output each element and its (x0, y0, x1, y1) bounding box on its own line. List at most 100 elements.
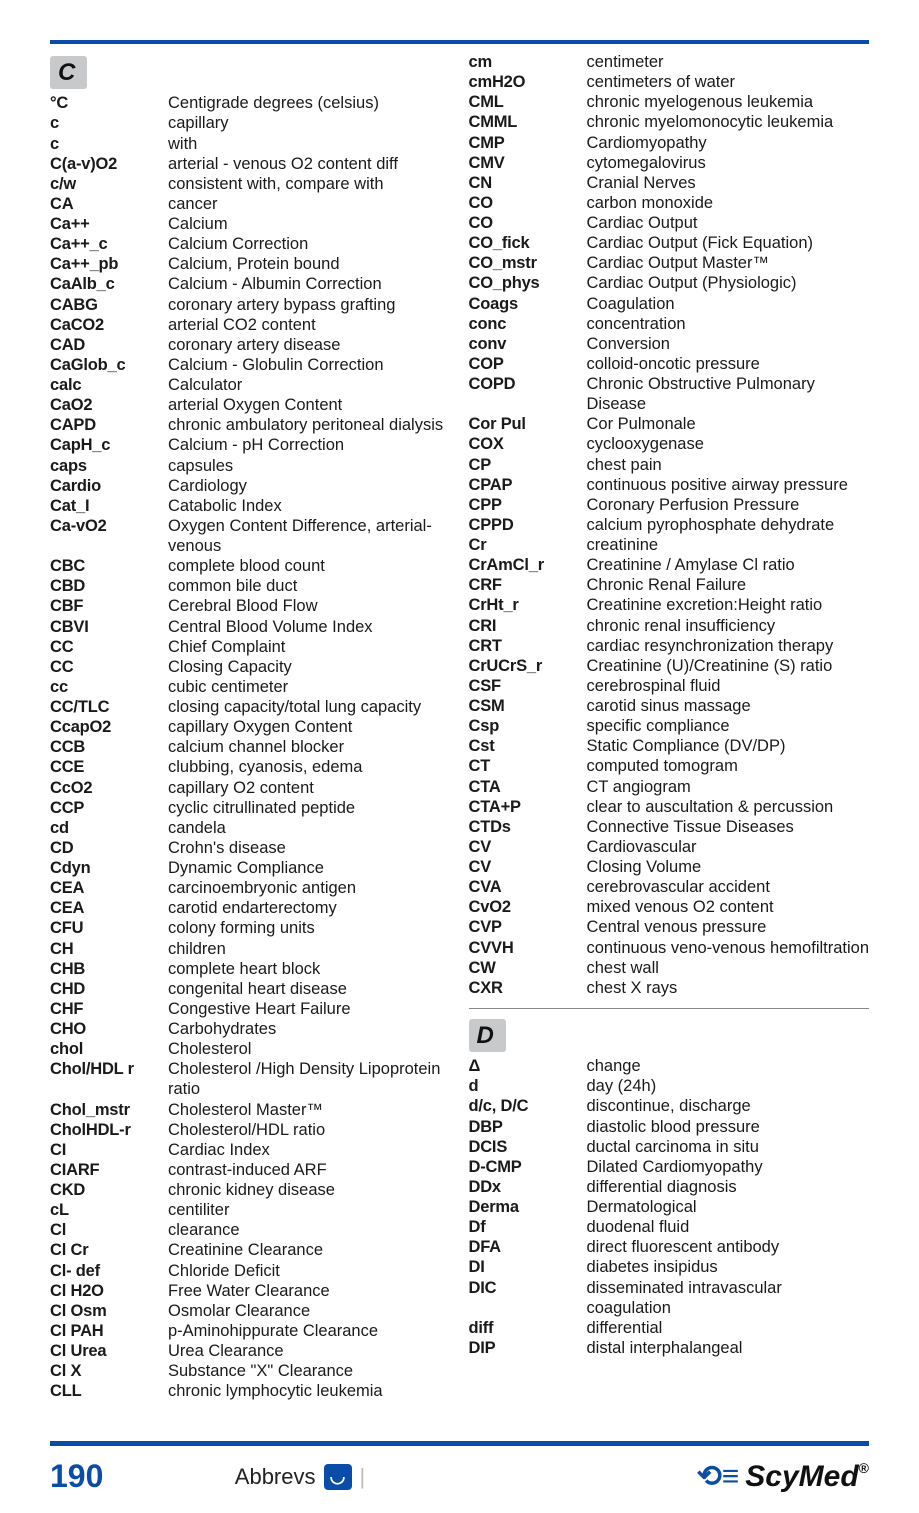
abbrev-term: CTA (469, 777, 587, 797)
abbrev-definition: continuous veno-venous hemofiltration (587, 938, 870, 958)
abbrev-row: CVAcerebrovascular accident (469, 877, 870, 897)
page-footer: 190 Abbrevs ◡ | ⟲≡ ScyMed® (0, 1441, 919, 1495)
abbrev-row: CstStatic Compliance (DV/DP) (469, 736, 870, 756)
entries-c-right: cmcentimetercmH2Ocentimeters of waterCML… (469, 52, 870, 998)
abbrev-term: CHO (50, 1019, 168, 1039)
abbrev-row: Cl CrCreatinine Clearance (50, 1240, 451, 1260)
abbrev-row: c/wconsistent with, compare with (50, 174, 451, 194)
abbrev-row: CBCcomplete blood count (50, 556, 451, 576)
left-column: C °CCentigrade degrees (celsius)ccapilla… (50, 52, 451, 1401)
abbrev-term: CO (469, 193, 587, 213)
abbrev-term: Δ (469, 1056, 587, 1076)
abbrev-term: CML (469, 92, 587, 112)
abbrev-term: CRI (469, 616, 587, 636)
abbrev-term: cm (469, 52, 587, 72)
abbrev-row: convConversion (469, 334, 870, 354)
abbrev-definition: Closing Capacity (168, 657, 451, 677)
abbrev-term: C(a-v)O2 (50, 154, 168, 174)
abbrev-row: CvO2mixed venous O2 content (469, 897, 870, 917)
abbrev-definition: arterial CO2 content (168, 315, 451, 335)
abbrev-row: CHDcongenital heart disease (50, 979, 451, 999)
abbrev-definition: disseminated intravascular coagulation (587, 1278, 870, 1318)
abbrev-row: CDCrohn's disease (50, 838, 451, 858)
abbrev-row: CPAPcontinuous positive airway pressure (469, 475, 870, 495)
abbrev-definition: Cholesterol /High Density Lipoprotein ra… (168, 1059, 451, 1099)
abbrev-term: CaAlb_c (50, 274, 168, 294)
abbrev-row: Cor PulCor Pulmonale (469, 414, 870, 434)
abbrev-term: cmH2O (469, 72, 587, 92)
abbrev-row: cmH2Ocentimeters of water (469, 72, 870, 92)
abbrev-term: CAPD (50, 415, 168, 435)
abbrev-term: CPPD (469, 515, 587, 535)
abbrev-definition: Chronic Renal Failure (587, 575, 870, 595)
abbrev-row: CFUcolony forming units (50, 918, 451, 938)
abbrev-term: Cl PAH (50, 1321, 168, 1341)
abbrev-definition: Cardiac Output Master™ (587, 253, 870, 273)
abbrev-row: Ca++_pbCalcium, Protein bound (50, 254, 451, 274)
abbrev-row: CCClosing Capacity (50, 657, 451, 677)
abbrev-term: CMML (469, 112, 587, 132)
abbrev-definition: cyclooxygenase (587, 434, 870, 454)
abbrev-definition: calcium pyrophosphate dehydrate (587, 515, 870, 535)
abbrev-term: CP (469, 455, 587, 475)
abbrev-term: conc (469, 314, 587, 334)
abbrev-term: CEA (50, 878, 168, 898)
abbrev-term: CCP (50, 798, 168, 818)
abbrev-row: CTcomputed tomogram (469, 756, 870, 776)
abbrev-row: Cl- defChloride Deficit (50, 1261, 451, 1281)
abbrev-term: CIARF (50, 1160, 168, 1180)
abbrev-row: cdcandela (50, 818, 451, 838)
abbrev-term: CapH_c (50, 435, 168, 455)
abbrev-row: CMMLchronic myelomonocytic leukemia (469, 112, 870, 132)
abbrev-definition: Conversion (587, 334, 870, 354)
abbrev-definition: carbon monoxide (587, 193, 870, 213)
abbrev-row: CTDsConnective Tissue Diseases (469, 817, 870, 837)
abbrev-term: CV (469, 837, 587, 857)
abbrev-row: DICdisseminated intravascular coagulatio… (469, 1278, 870, 1318)
abbrev-term: Cl- def (50, 1261, 168, 1281)
abbrev-row: CLLchronic lymphocytic leukemia (50, 1381, 451, 1401)
abbrev-definition: cancer (168, 194, 451, 214)
abbrev-term: Cardio (50, 476, 168, 496)
abbrev-definition: Cardiac Output (587, 213, 870, 233)
abbrev-row: Crcreatinine (469, 535, 870, 555)
abbrev-definition: congenital heart disease (168, 979, 451, 999)
abbrev-term: CaGlob_c (50, 355, 168, 375)
abbrev-term: CaO2 (50, 395, 168, 415)
abbrev-definition: clubbing, cyanosis, edema (168, 757, 451, 777)
abbrev-term: conv (469, 334, 587, 354)
abbrev-definition: Cholesterol/HDL ratio (168, 1120, 451, 1140)
abbrev-term: DI (469, 1257, 587, 1277)
abbrev-row: CO_mstrCardiac Output Master™ (469, 253, 870, 273)
abbrev-definition: change (587, 1056, 870, 1076)
abbrev-term: Cdyn (50, 858, 168, 878)
abbrev-definition: centiliter (168, 1200, 451, 1220)
abbrev-definition: concentration (587, 314, 870, 334)
abbrev-term: d (469, 1076, 587, 1096)
abbrev-row: Cl PAH p-Aminohippurate Clearance (50, 1321, 451, 1341)
abbrev-term: CC (50, 657, 168, 677)
abbrev-definition: cytomegalovirus (587, 153, 870, 173)
abbrev-term: Ca-vO2 (50, 516, 168, 536)
abbrev-definition: creatinine (587, 535, 870, 555)
abbrev-row: COPDChronic Obstructive Pulmonary Diseas… (469, 374, 870, 414)
abbrev-definition: continuous positive airway pressure (587, 475, 870, 495)
abbrev-definition: diastolic blood pressure (587, 1117, 870, 1137)
abbrev-term: DIC (469, 1278, 587, 1298)
abbrev-row: CRFChronic Renal Failure (469, 575, 870, 595)
abbrev-definition: Cardiac Index (168, 1140, 451, 1160)
abbrev-term: CcO2 (50, 778, 168, 798)
abbrev-row: CcapO2capillary Oxygen Content (50, 717, 451, 737)
abbrev-row: CCEclubbing, cyanosis, edema (50, 757, 451, 777)
abbrev-row: CKDchronic kidney disease (50, 1180, 451, 1200)
abbrev-definition: ductal carcinoma in situ (587, 1137, 870, 1157)
abbrev-row: CAPDchronic ambulatory peritoneal dialys… (50, 415, 451, 435)
abbrev-row: CVCardiovascular (469, 837, 870, 857)
abbrev-row: Cl OsmOsmolar Clearance (50, 1301, 451, 1321)
abbrev-row: COcarbon monoxide (469, 193, 870, 213)
abbrev-definition: chronic kidney disease (168, 1180, 451, 1200)
abbrev-definition: Cardiology (168, 476, 451, 496)
abbrev-definition: differential diagnosis (587, 1177, 870, 1197)
abbrev-definition: arterial - venous O2 content diff (168, 154, 451, 174)
abbrev-row: Cl UreaUrea Clearance (50, 1341, 451, 1361)
